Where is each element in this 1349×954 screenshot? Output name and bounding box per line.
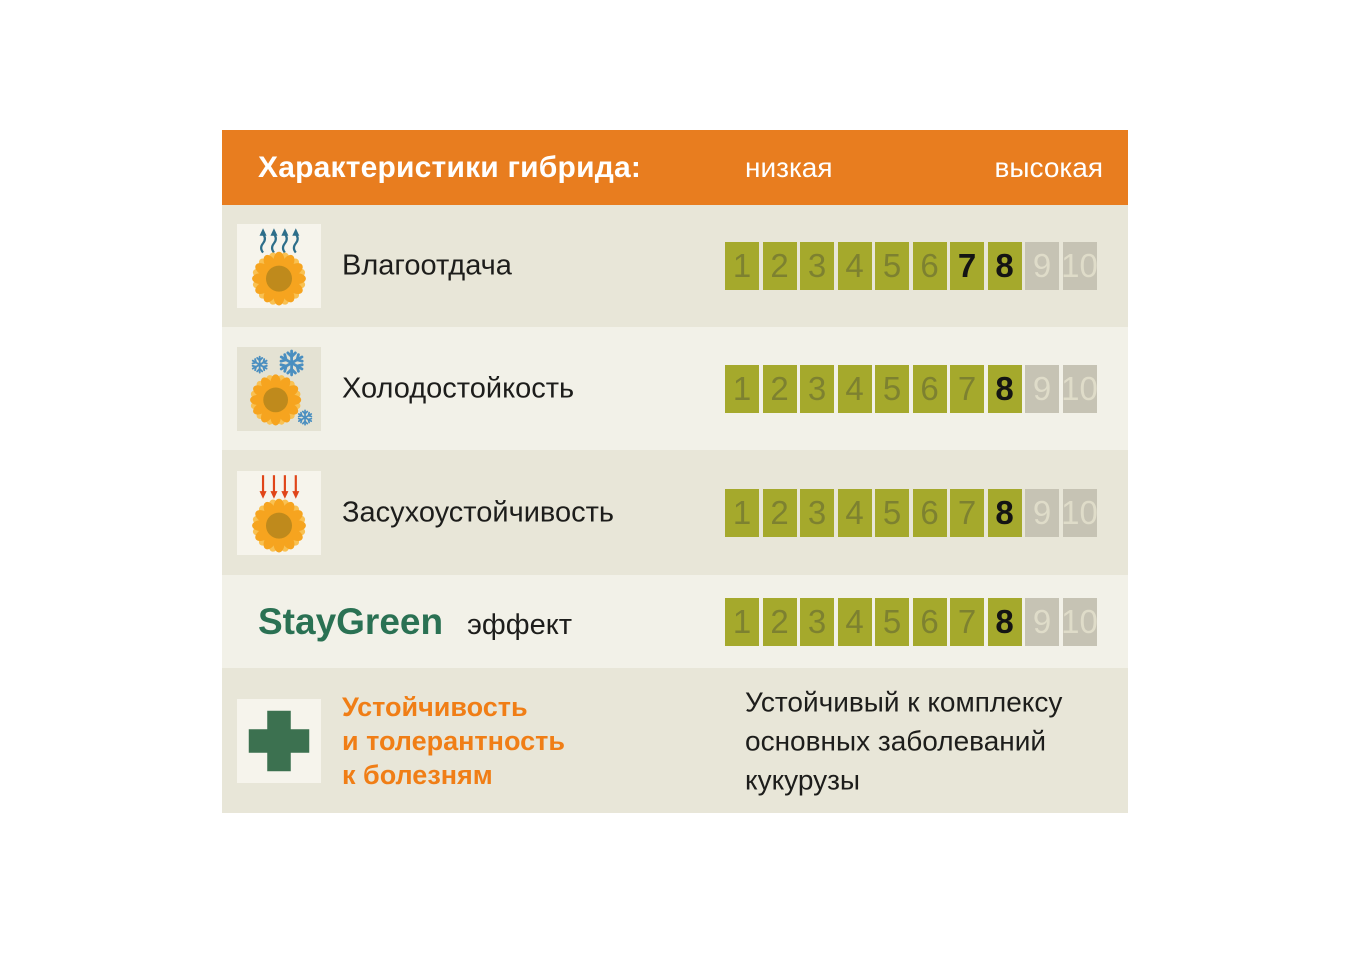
row-label: Влагоотдача	[342, 249, 512, 282]
scale-cell-3: 3	[800, 488, 834, 537]
scale-cell-6: 6	[912, 488, 947, 537]
label-line: к болезням	[342, 759, 493, 790]
scale-cell-8: 8	[987, 242, 1022, 290]
scale-cell-6: 6	[912, 242, 947, 290]
row-disease-resistance: Устойчивость и толерантность к болезням …	[222, 668, 1128, 813]
scale-cell-7: 7	[950, 364, 984, 413]
rating-scale: 1 2 3 4 5 6 7 8 9 10	[725, 488, 1098, 537]
card-header: Характеристики гибрида: низкая высокая	[222, 130, 1128, 205]
hybrid-characteristics-card: Характеристики гибрида: низкая высокая В…	[222, 130, 1128, 813]
scale-cell-1: 1	[725, 597, 759, 646]
scale-cell-8: 8	[987, 364, 1022, 413]
description-line: Устойчивый к комплексу	[745, 686, 1063, 717]
scale-cell-9: 9	[1025, 242, 1059, 290]
scale-high-label: высокая	[994, 151, 1104, 183]
row-drought-tolerance: Засухоустойчивость 1 2 3 4 5 6 7 8 9 10	[222, 450, 1128, 575]
scale-cell-2: 2	[762, 597, 797, 646]
scale-cell-5: 5	[875, 488, 909, 537]
scale-cell-2: 2	[762, 488, 797, 537]
row-staygreen-effect: StayGreen эффект 1 2 3 4 5 6 7 8 9 10	[222, 575, 1128, 668]
staygreen-effect-label: эффект	[467, 608, 573, 641]
scale-cell-10: 10	[1061, 488, 1098, 537]
scale-cell-7: 7	[950, 597, 984, 646]
scale-cell-2: 2	[762, 242, 797, 290]
label-line: Устойчивость	[342, 691, 528, 722]
scale-low-label: низкая	[745, 151, 833, 183]
sunflower-evaporation-icon	[251, 227, 307, 306]
scale-cell-5: 5	[875, 364, 909, 413]
row-moisture-release: Влагоотдача 1 2 3 4 5 6 7 8 9 10	[222, 205, 1128, 327]
scale-cell-1: 1	[725, 488, 759, 537]
rating-scale: 1 2 3 4 5 6 7 8 9 10	[725, 364, 1098, 413]
card-title: Характеристики гибрида:	[258, 150, 642, 184]
scale-cell-8: 8	[987, 488, 1022, 537]
green-cross-icon	[248, 710, 310, 771]
description-line: кукурузы	[745, 764, 861, 795]
scale-cell-9: 9	[1025, 488, 1059, 537]
scale-cell-4: 4	[837, 364, 872, 413]
row-label: Засухоустойчивость	[342, 496, 614, 528]
scale-cell-9: 9	[1025, 364, 1059, 413]
scale-cell-10: 10	[1061, 242, 1098, 290]
sunflower-sun-arrows-icon	[251, 473, 307, 553]
scale-cell-4: 4	[837, 242, 872, 290]
scale-cell-4: 4	[837, 488, 872, 537]
scale-cell-1: 1	[725, 242, 759, 290]
row-label: Холодостойкость	[342, 372, 575, 404]
scale-cell-6: 6	[912, 597, 947, 646]
label-line: и толерантность	[342, 725, 565, 756]
rating-scale: 1 2 3 4 5 6 7 8 9 10	[725, 242, 1098, 290]
description-line: основных заболеваний	[745, 725, 1047, 756]
staygreen-brand: StayGreen	[258, 600, 444, 642]
scale-cell-3: 3	[800, 242, 834, 290]
staygreen-brand-wrap: StayGreen эффект	[258, 601, 572, 643]
scale-cell-3: 3	[800, 364, 834, 413]
scale-cell-8: 8	[987, 597, 1022, 646]
row-cold-tolerance: Холодостойкость 1 2 3 4 5 6 7 8 9 10	[222, 327, 1128, 450]
icon-tile	[237, 698, 321, 783]
scale-cell-7: 7	[950, 242, 984, 290]
scale-cell-3: 3	[800, 597, 834, 646]
scale-cell-10: 10	[1061, 364, 1098, 413]
scale-cell-6: 6	[912, 364, 947, 413]
icon-tile	[237, 470, 321, 555]
scale-cell-5: 5	[875, 597, 909, 646]
scale-cell-9: 9	[1025, 597, 1059, 646]
scale-cell-7: 7	[950, 488, 984, 537]
icon-tile	[237, 224, 321, 308]
sunflower-snowflakes-icon	[249, 349, 314, 426]
scale-cell-10: 10	[1061, 597, 1098, 646]
rating-scale: 1 2 3 4 5 6 7 8 9 10	[725, 597, 1098, 646]
scale-cell-5: 5	[875, 242, 909, 290]
disease-resistance-label: Устойчивость и толерантность к болезням	[342, 690, 565, 792]
disease-resistance-description: Устойчивый к комплексу основных заболева…	[745, 682, 1062, 799]
scale-cell-4: 4	[837, 597, 872, 646]
icon-tile	[237, 346, 321, 431]
scale-cell-2: 2	[762, 364, 797, 413]
scale-cell-1: 1	[725, 364, 759, 413]
